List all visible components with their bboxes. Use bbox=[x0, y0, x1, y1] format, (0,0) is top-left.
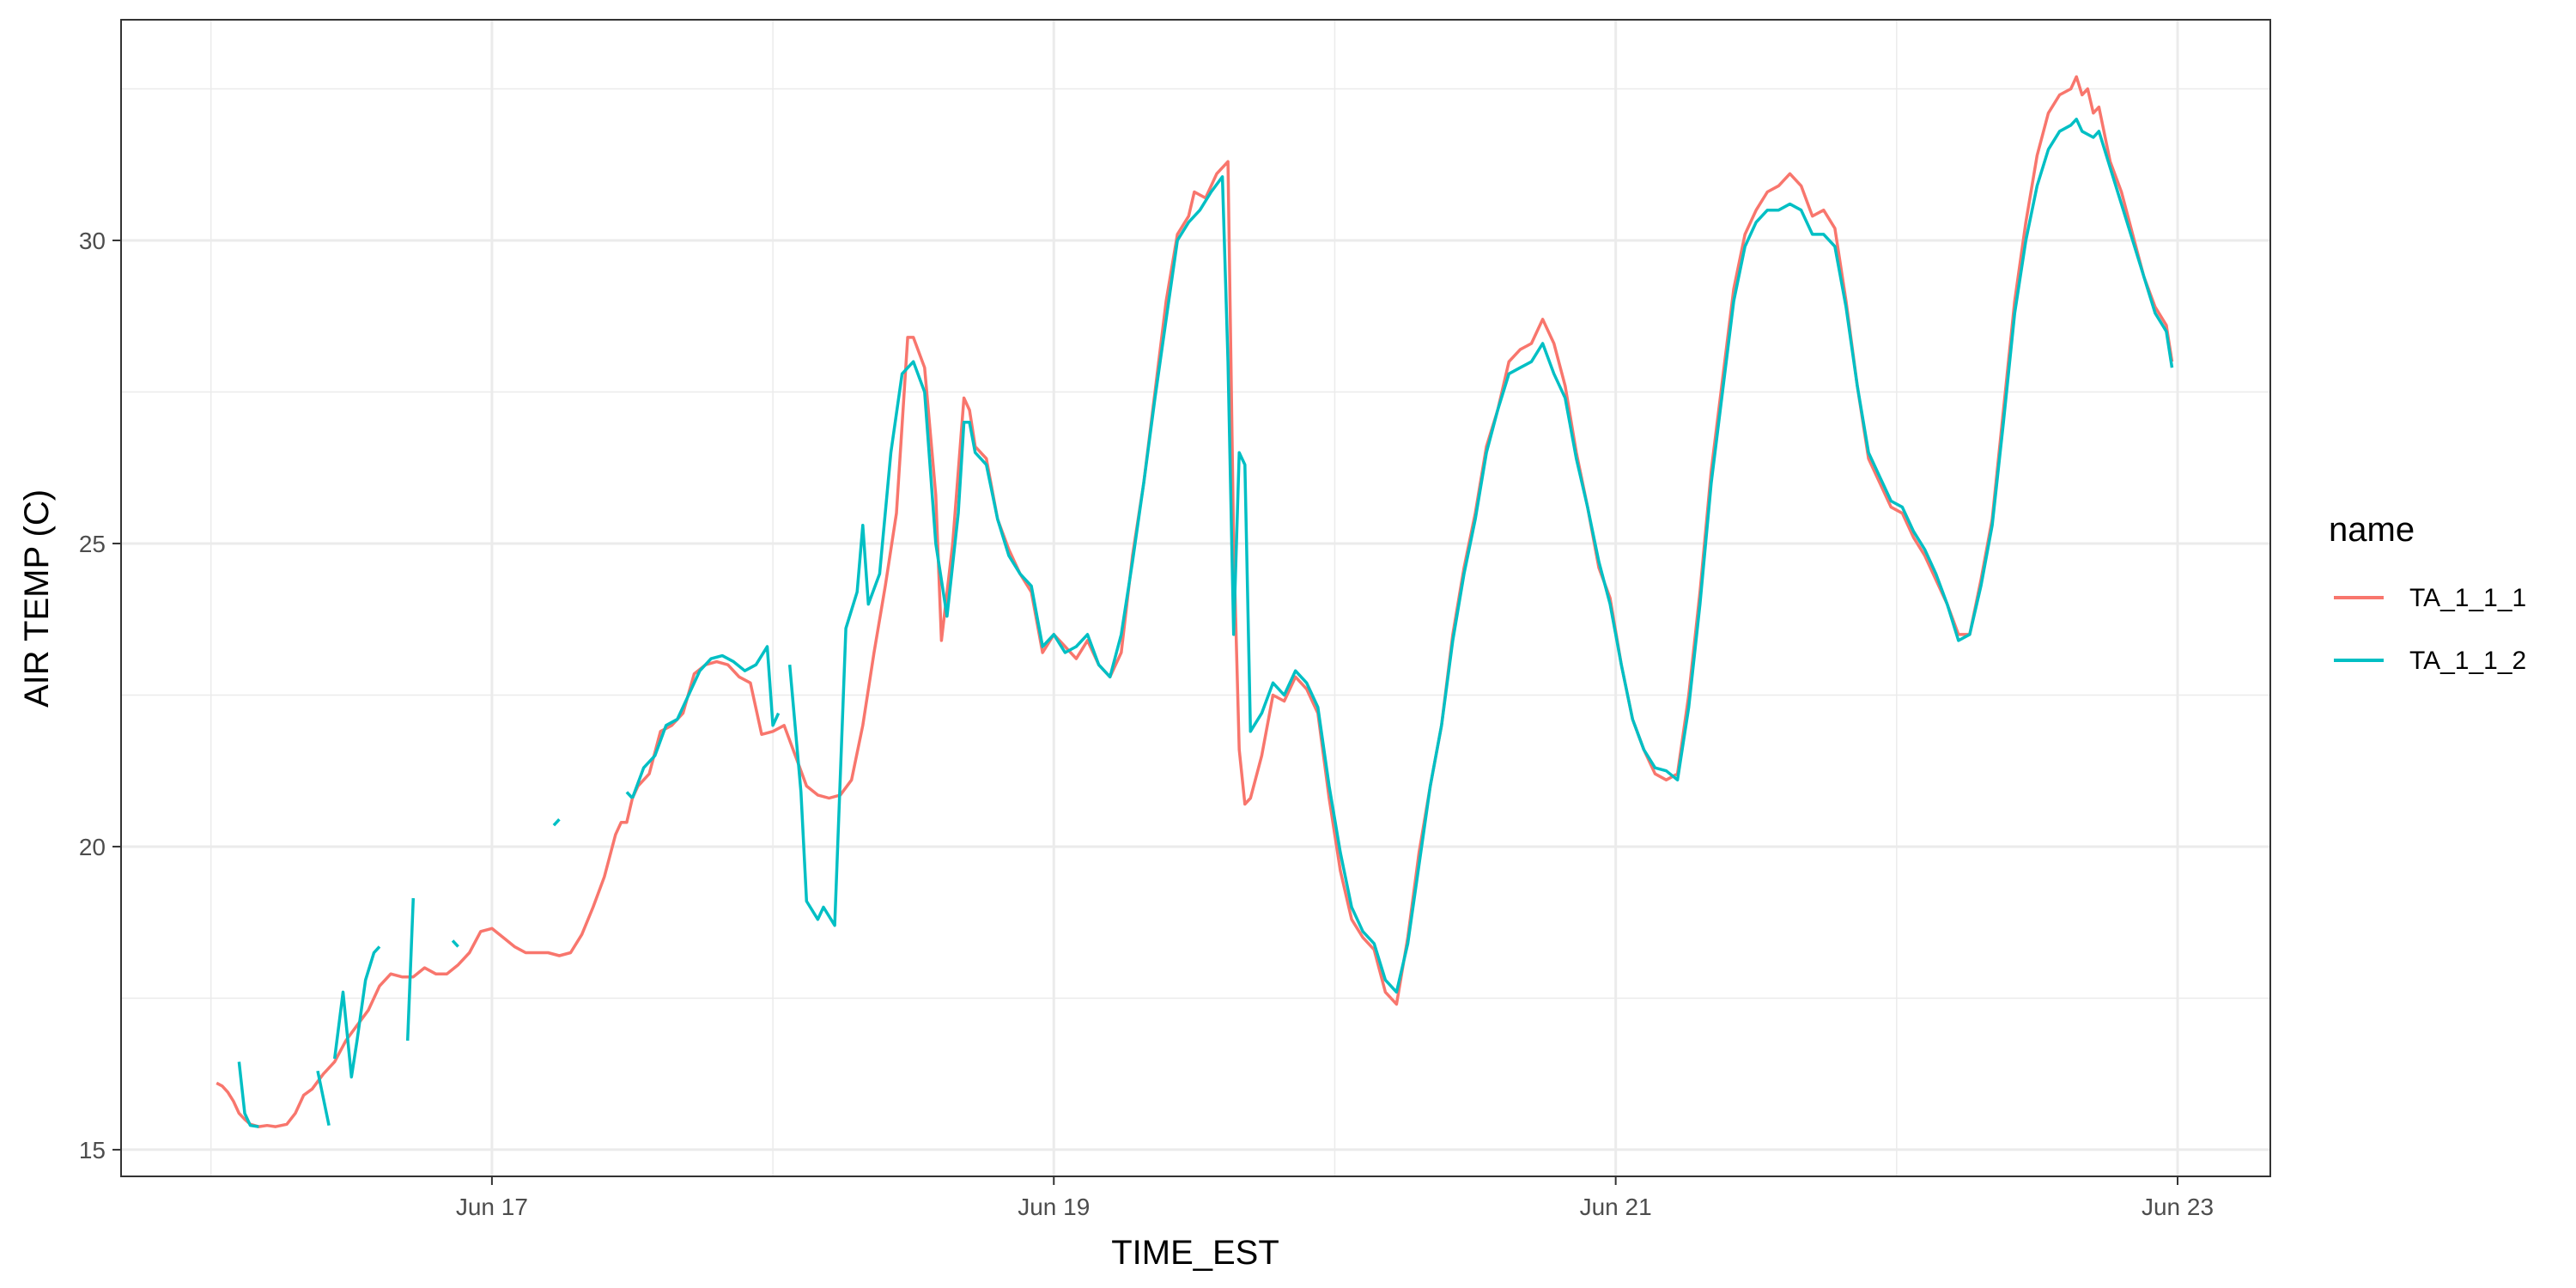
x-tick-label: Jun 19 bbox=[1018, 1194, 1090, 1220]
legend: name TA_1_1_1 TA_1_1_2 bbox=[2329, 511, 2526, 675]
x-tick-label: Jun 17 bbox=[456, 1194, 528, 1220]
series-line-ta-1-1-2-segment bbox=[552, 818, 561, 827]
grid-major bbox=[121, 20, 2270, 1176]
x-axis: Jun 17 Jun 19 Jun 21 Jun 23 bbox=[456, 1176, 2214, 1220]
series-line-ta-1-1-2-segment bbox=[405, 897, 416, 1041]
y-axis: 15 20 25 30 bbox=[79, 228, 121, 1163]
legend-label-ta-1-1-2: TA_1_1_2 bbox=[2409, 647, 2526, 675]
legend-label-ta-1-1-1: TA_1_1_1 bbox=[2409, 584, 2526, 612]
x-axis-title: TIME_EST bbox=[1111, 1234, 1279, 1272]
series-line-ta-1-1-2-segment bbox=[451, 939, 459, 948]
grid-minor bbox=[121, 20, 2270, 1176]
x-tick-label: Jun 21 bbox=[1580, 1194, 1652, 1220]
legend-title: name bbox=[2329, 511, 2415, 549]
series-line-ta-1-1-2-segment bbox=[630, 645, 781, 799]
x-tick-label: Jun 23 bbox=[2142, 1194, 2214, 1220]
y-tick-label: 25 bbox=[79, 531, 106, 557]
series-line-ta-1-1-2-segment bbox=[237, 1061, 259, 1128]
series-layer bbox=[216, 75, 2174, 1128]
series-line-ta-1-1-2-segment bbox=[316, 1070, 331, 1127]
y-axis-title: AIR TEMP (C) bbox=[18, 489, 56, 708]
y-tick-label: 20 bbox=[79, 834, 106, 860]
series-line-ta-1-1-2-segment bbox=[787, 118, 2174, 994]
y-tick-label: 15 bbox=[79, 1137, 106, 1163]
plot-panel-border bbox=[120, 19, 2271, 1177]
series-line-ta-1-1-2-segment bbox=[332, 945, 381, 1078]
y-tick-label: 30 bbox=[79, 228, 106, 254]
